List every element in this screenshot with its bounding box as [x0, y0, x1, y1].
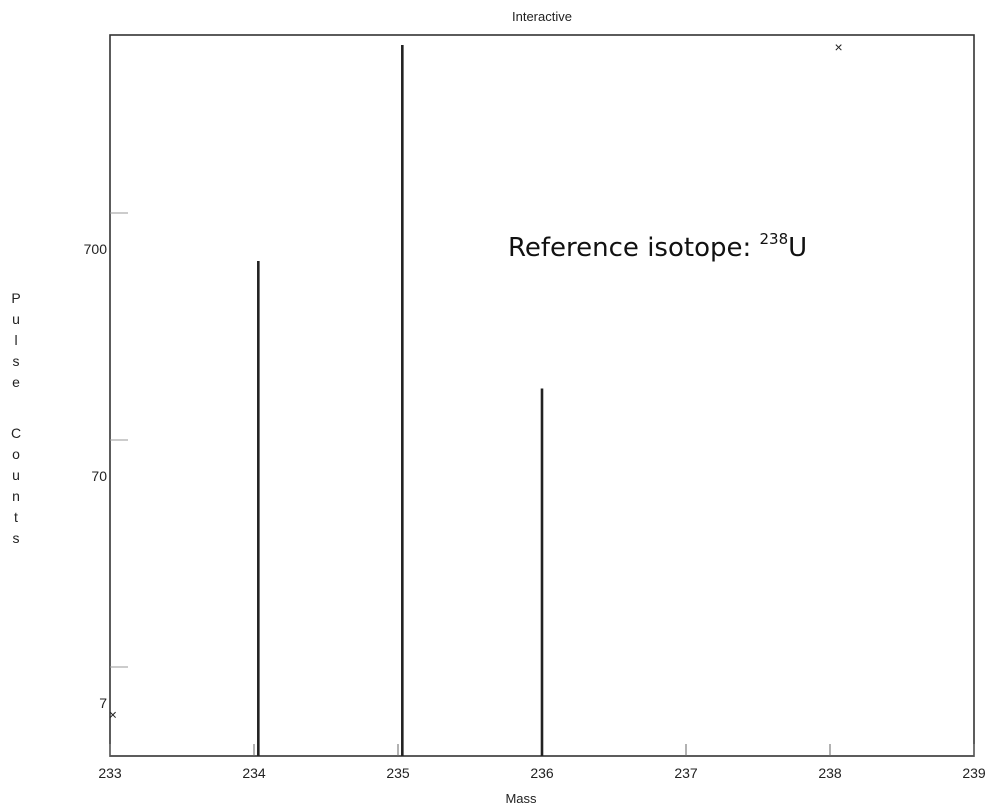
y-axis-label-letter: n [12, 488, 20, 504]
annotation-element: U [788, 233, 807, 263]
x-tick-marks [109, 744, 975, 756]
annotation-text: Reference isotope: [508, 233, 760, 263]
annotation-superscript: 238 [760, 230, 789, 248]
y-tick-label: 700 [84, 241, 108, 257]
y-axis-label-letter: o [12, 446, 20, 462]
y-axis-label-letter: u [12, 311, 20, 327]
x-axis-label: Mass [505, 791, 537, 806]
x-tick-label: 238 [818, 765, 842, 781]
x-tick-label: 236 [530, 765, 554, 781]
y-tick-label: 70 [91, 468, 107, 484]
chart-title: Interactive [512, 9, 572, 24]
reference-isotope-annotation: Reference isotope: 238U [508, 230, 807, 263]
x-tick-label: 239 [962, 765, 986, 781]
y-axis-label-letter: u [12, 467, 20, 483]
y-axis-label-letter: l [14, 332, 17, 348]
y-axis-label-letter: e [12, 374, 20, 390]
y-axis-label-letter: P [11, 290, 20, 306]
x-tick-label: 233 [98, 765, 122, 781]
x-tick-label: 235 [386, 765, 410, 781]
y-axis-label-letter: s [13, 353, 20, 369]
marker-cross: × [835, 39, 843, 55]
markers-layer: ×× [109, 39, 843, 723]
bars-layer [257, 45, 544, 756]
y-axis-label-letter: C [11, 425, 21, 441]
x-tick-label: 234 [242, 765, 266, 781]
y-tick-labels: 7 70 700 [84, 241, 108, 711]
x-tick-label: 237 [674, 765, 698, 781]
x-tick-labels: 233 234 235 236 237 238 239 [98, 765, 986, 781]
y-tick-marks [110, 212, 128, 668]
y-tick-label: 7 [99, 695, 107, 711]
y-axis-label-letter: s [13, 530, 20, 546]
marker-cross: × [109, 706, 117, 722]
y-axis-label-letter: t [14, 509, 18, 525]
